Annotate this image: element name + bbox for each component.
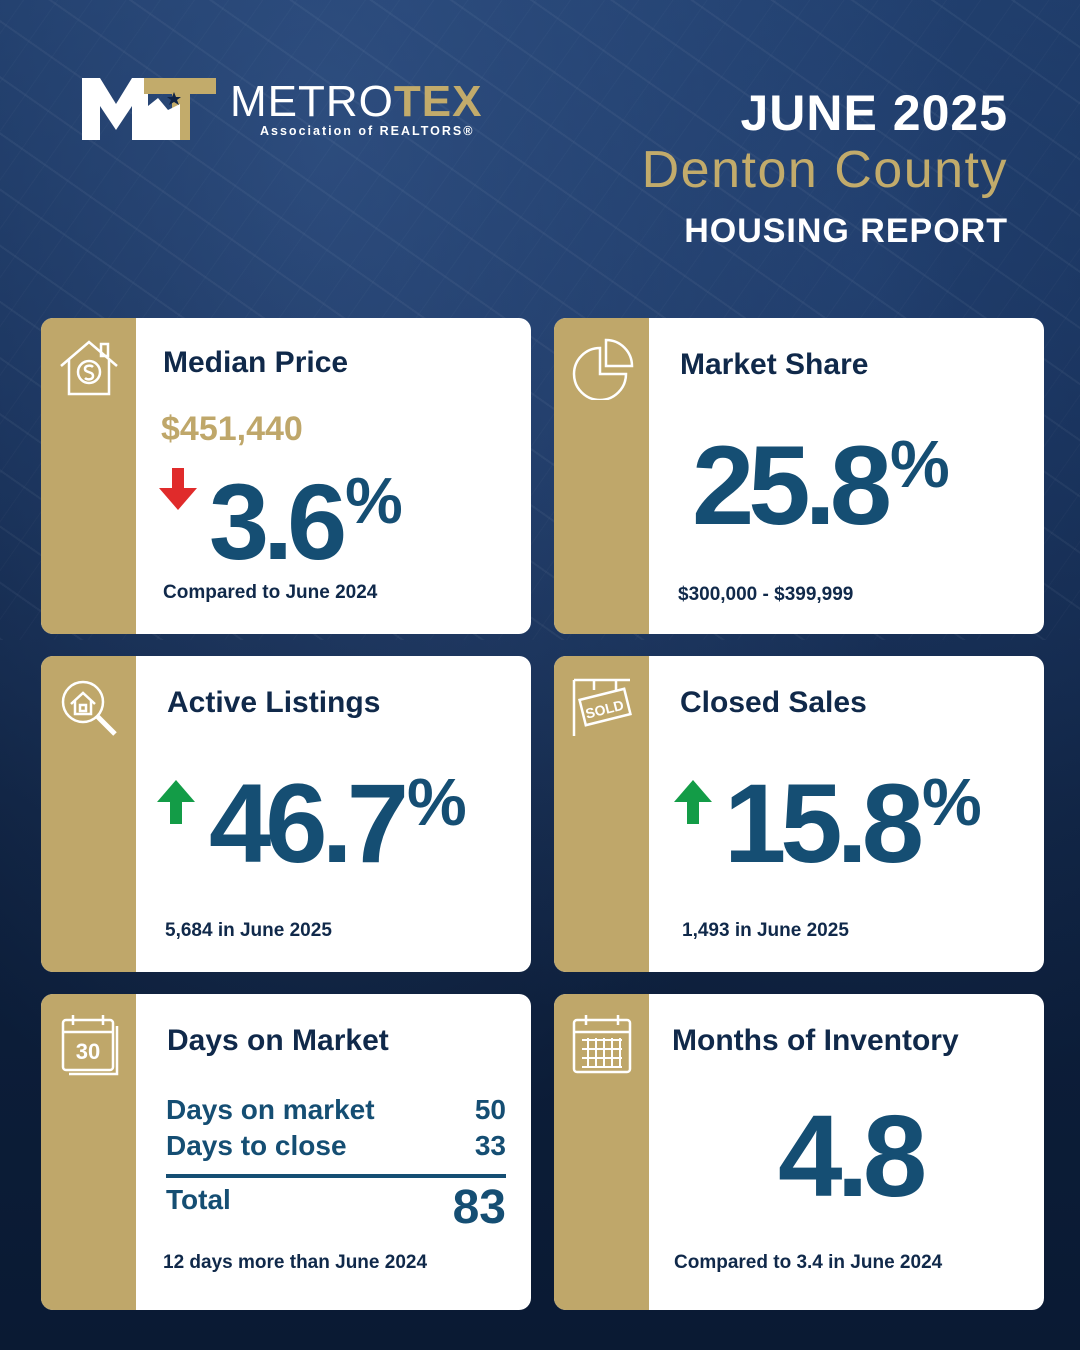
active-listings-change: 46.7% <box>209 761 467 886</box>
svg-text:30: 30 <box>76 1039 100 1064</box>
median-price-change: 3.6% <box>209 461 403 582</box>
days-on-market-row: Days on market 50 <box>166 1094 506 1125</box>
arrow-down-icon <box>159 468 197 510</box>
card-note: 12 days more than June 2024 <box>163 1252 428 1273</box>
days-on-market-card: 30 Days on Market Days on market 50 Days… <box>41 994 531 1310</box>
pie-chart-icon <box>572 338 634 400</box>
days-to-close-row: Days to close 33 <box>166 1130 506 1161</box>
card-note: $300,000 - $399,999 <box>678 584 854 605</box>
total-value: 83 <box>452 1181 506 1234</box>
closed-sales-card: SOLD Closed Sales 15.8% 1,493 in June 20… <box>554 656 1044 972</box>
arrow-up-icon <box>157 780 195 824</box>
house-dollar-icon <box>60 340 118 396</box>
calendar-grid-icon <box>572 1015 632 1074</box>
market-share-card: Market Share 25.8% $300,000 - $399,999 <box>554 318 1044 634</box>
closed-sales-change: 15.8% <box>724 761 982 886</box>
months-inventory-value: 4.8 <box>778 1091 927 1221</box>
report-month: JUNE 2025 <box>740 85 1008 141</box>
market-share-value: 25.8% <box>692 423 950 548</box>
active-listings-card: Active Listings 46.7% 5,684 in June 2025 <box>41 656 531 972</box>
card-note: 1,493 in June 2025 <box>682 920 849 941</box>
metrotex-logo-mark-icon <box>82 78 216 140</box>
card-accent-band <box>41 994 136 1310</box>
search-house-icon <box>61 680 117 736</box>
sold-sign-icon: SOLD <box>572 678 632 736</box>
card-title: Months of Inventory <box>672 1024 959 1057</box>
card-title: Market Share <box>680 348 869 381</box>
card-title: Days on Market <box>167 1024 389 1057</box>
card-accent-band <box>554 994 649 1310</box>
median-price-card: Median Price $451,440 3.6% Compared to J… <box>41 318 531 634</box>
total-label: Total <box>166 1184 231 1215</box>
brand-subtitle: Association of REALTORS® <box>260 124 475 138</box>
card-accent-band <box>554 656 649 972</box>
total-divider <box>166 1174 506 1178</box>
calendar-30-icon: 30 <box>61 1015 119 1076</box>
card-title: Closed Sales <box>680 686 867 719</box>
card-note: Compared to 3.4 in June 2024 <box>674 1252 943 1273</box>
card-title: Active Listings <box>167 686 381 719</box>
arrow-up-icon <box>674 780 712 824</box>
card-title: Median Price <box>163 346 349 379</box>
median-price-value: $451,440 <box>161 410 303 448</box>
card-note: 5,684 in June 2025 <box>165 920 332 941</box>
card-note: Compared to June 2024 <box>163 582 378 603</box>
report-title: HOUSING REPORT <box>684 212 1008 250</box>
county-name: Denton County <box>641 141 1008 199</box>
card-accent-band <box>554 318 649 634</box>
card-accent-band <box>41 656 136 972</box>
months-inventory-card: Months of Inventory 4.8 Compared to 3.4 … <box>554 994 1044 1310</box>
metrotex-logo: METROTEX Association of REALTORS® <box>82 76 512 142</box>
brand-name: METROTEX <box>230 77 483 126</box>
